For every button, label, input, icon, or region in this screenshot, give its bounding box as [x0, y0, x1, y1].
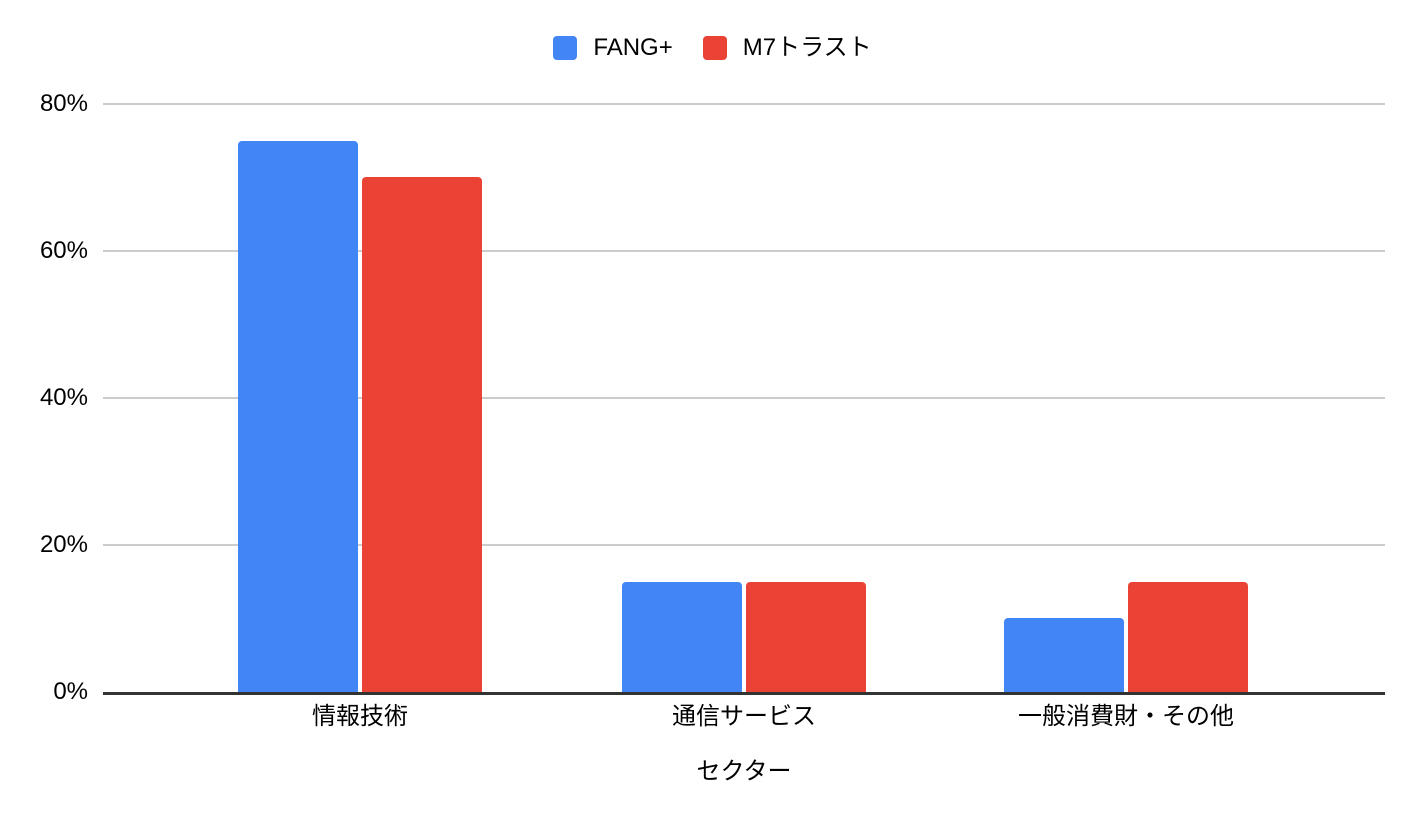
y-tick-label-0: 0% [53, 678, 88, 705]
y-tick-label-20: 20% [39, 531, 88, 558]
gridline-40 [103, 397, 1385, 399]
gridline-80 [103, 103, 1385, 105]
bar-FANG+-一般消費財・その他 [1004, 618, 1124, 692]
plot-area [103, 103, 1385, 695]
legend-label: M7トラスト [742, 34, 872, 61]
legend-item-M7トラスト: M7トラスト [702, 34, 872, 61]
bar-M7トラスト-通信サービス [746, 582, 866, 692]
bar-FANG+-情報技術 [238, 141, 358, 692]
legend-swatch-icon [702, 36, 727, 60]
gridline-20 [103, 544, 1385, 546]
y-tick-label-80: 80% [39, 90, 88, 117]
category-label-一般消費財・その他: 一般消費財・その他 [1018, 703, 1234, 730]
category-label-通信サービス: 通信サービス [672, 703, 816, 730]
bar-M7トラスト-一般消費財・その他 [1128, 582, 1248, 692]
gridline-60 [103, 250, 1385, 252]
x-axis-title: セクター [696, 758, 792, 785]
bar-M7トラスト-情報技術 [362, 177, 482, 692]
legend-swatch-icon [553, 36, 578, 60]
bar-FANG+-通信サービス [622, 582, 742, 692]
category-label-情報技術: 情報技術 [312, 703, 408, 730]
legend-label: FANG+ [593, 34, 673, 61]
y-tick-label-60: 60% [39, 237, 88, 264]
legend-item-FANG+: FANG+ [553, 34, 673, 61]
y-tick-label-40: 40% [39, 384, 88, 411]
chart-legend: FANG+ M7トラスト [0, 36, 1425, 60]
